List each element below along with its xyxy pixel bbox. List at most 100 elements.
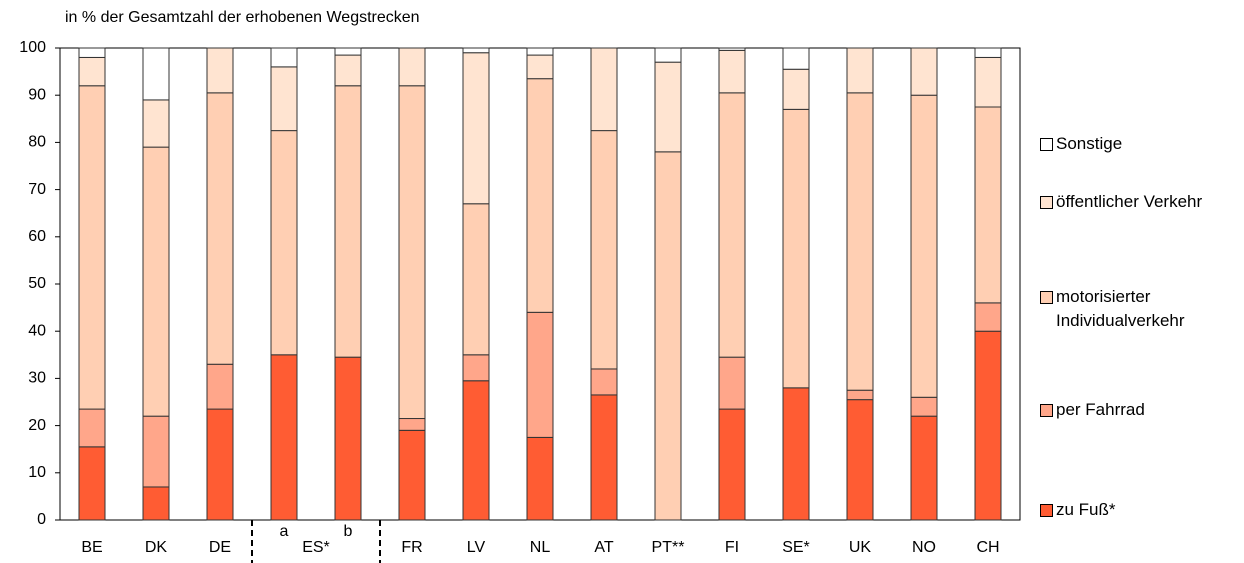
- bar-segment: [270, 47, 298, 68]
- bar-segment: [270, 130, 298, 356]
- bar-segment: [462, 380, 490, 521]
- bar-segment: [654, 47, 682, 63]
- bar-segment: [718, 47, 746, 51]
- bar-segment: [462, 354, 490, 382]
- x-tick-label: LV: [467, 539, 486, 556]
- bar-segment: [974, 56, 1002, 108]
- bar-segment: [398, 47, 426, 87]
- bar-segment: [78, 446, 106, 521]
- legend-swatch: [1040, 138, 1053, 151]
- bar-segment: [526, 311, 554, 438]
- bar-segment: [846, 389, 874, 401]
- bar-segment: [654, 61, 682, 153]
- bar-segment: [270, 66, 298, 132]
- bar-segment: [526, 54, 554, 80]
- legend-item: per Fahrrad: [1040, 398, 1206, 422]
- bar-segment: [142, 146, 170, 417]
- legend-swatch: [1040, 196, 1053, 209]
- x-tick-label: b: [344, 523, 353, 540]
- bar-segment: [910, 94, 938, 398]
- y-tick-label: 20: [28, 417, 46, 434]
- y-tick-label: 90: [28, 86, 46, 103]
- bar-segment: [206, 408, 234, 521]
- bar-segment: [974, 330, 1002, 521]
- bar-segment: [910, 415, 938, 521]
- x-tick-label: SE*: [782, 539, 810, 556]
- x-tick-label: FR: [401, 539, 422, 556]
- x-tick-label: BE: [81, 539, 102, 556]
- bar-segment: [334, 47, 362, 56]
- bar-segment: [846, 399, 874, 521]
- y-tick-label: 0: [37, 511, 46, 528]
- bar-segment: [398, 85, 426, 420]
- x-tick-label: PT**: [652, 539, 685, 556]
- x-tick-label: NO: [912, 539, 936, 556]
- legend-label: Sonstige: [1056, 134, 1123, 153]
- chart-title: in % der Gesamtzahl der erhobenen Wegstr…: [65, 9, 420, 26]
- bar-segment: [462, 52, 490, 205]
- bar-segment: [718, 408, 746, 521]
- bar-segment: [206, 47, 234, 94]
- x-tick-label: AT: [594, 539, 613, 556]
- bar-segment: [334, 356, 362, 521]
- bar-segment: [398, 429, 426, 521]
- bar-segment: [974, 47, 1002, 58]
- y-tick-label: 50: [28, 275, 46, 292]
- legend-label: zu Fuß*: [1056, 500, 1116, 519]
- bar-segment: [142, 486, 170, 521]
- legend-item: Sonstige: [1040, 132, 1206, 156]
- bar-segment: [142, 415, 170, 488]
- y-tick-label: 10: [28, 464, 46, 481]
- bar-segment: [78, 47, 106, 58]
- x-tick-label: DE: [209, 539, 231, 556]
- bar-segment: [974, 302, 1002, 332]
- bar-segment: [590, 368, 618, 396]
- legend-swatch: [1040, 404, 1053, 417]
- x-tick-label: FI: [725, 539, 739, 556]
- legend-label: motorisierter Individualverkehr: [1056, 287, 1185, 330]
- bar-segment: [718, 92, 746, 358]
- bar-segment: [142, 47, 170, 101]
- bar-segment: [590, 47, 618, 132]
- bar-segment: [718, 49, 746, 94]
- bar-segment: [142, 99, 170, 148]
- bar-segment: [206, 92, 234, 365]
- y-tick-label: 80: [28, 134, 46, 151]
- bar-segment: [526, 78, 554, 313]
- bar-segment: [526, 47, 554, 56]
- bar-segment: [782, 387, 810, 521]
- legend-swatch: [1040, 504, 1053, 517]
- bar-segment: [846, 92, 874, 391]
- y-tick-label: 70: [28, 181, 46, 198]
- legend-label: öffentlicher Verkehr: [1056, 192, 1203, 211]
- bar-segment: [974, 106, 1002, 304]
- bar-segment: [206, 363, 234, 410]
- bar-segment: [782, 68, 810, 110]
- bar-segment: [78, 408, 106, 448]
- y-tick-label: 40: [28, 322, 46, 339]
- bar-segment: [590, 394, 618, 521]
- bar-segment: [78, 85, 106, 410]
- bar-segment: [718, 356, 746, 410]
- y-tick-label: 100: [19, 39, 46, 56]
- bar-segment: [334, 85, 362, 358]
- x-tick-label: NL: [530, 539, 551, 556]
- legend-label: per Fahrrad: [1056, 400, 1145, 419]
- legend-item: öffentlicher Verkehr: [1040, 190, 1206, 214]
- bar-segment: [590, 130, 618, 370]
- bar-segment: [782, 108, 810, 389]
- x-tick-label: a: [280, 523, 289, 540]
- bar-segment: [910, 396, 938, 417]
- bar-segment: [78, 56, 106, 87]
- x-tick-label: CH: [976, 539, 999, 556]
- bar-segment: [398, 418, 426, 431]
- y-tick-label: 60: [28, 228, 46, 245]
- bar-segment: [782, 47, 810, 70]
- x-tick-label: UK: [849, 539, 872, 556]
- group-label: ES*: [302, 539, 330, 556]
- legend-swatch: [1040, 291, 1053, 304]
- bar-segment: [270, 354, 298, 521]
- bar-segment: [846, 47, 874, 94]
